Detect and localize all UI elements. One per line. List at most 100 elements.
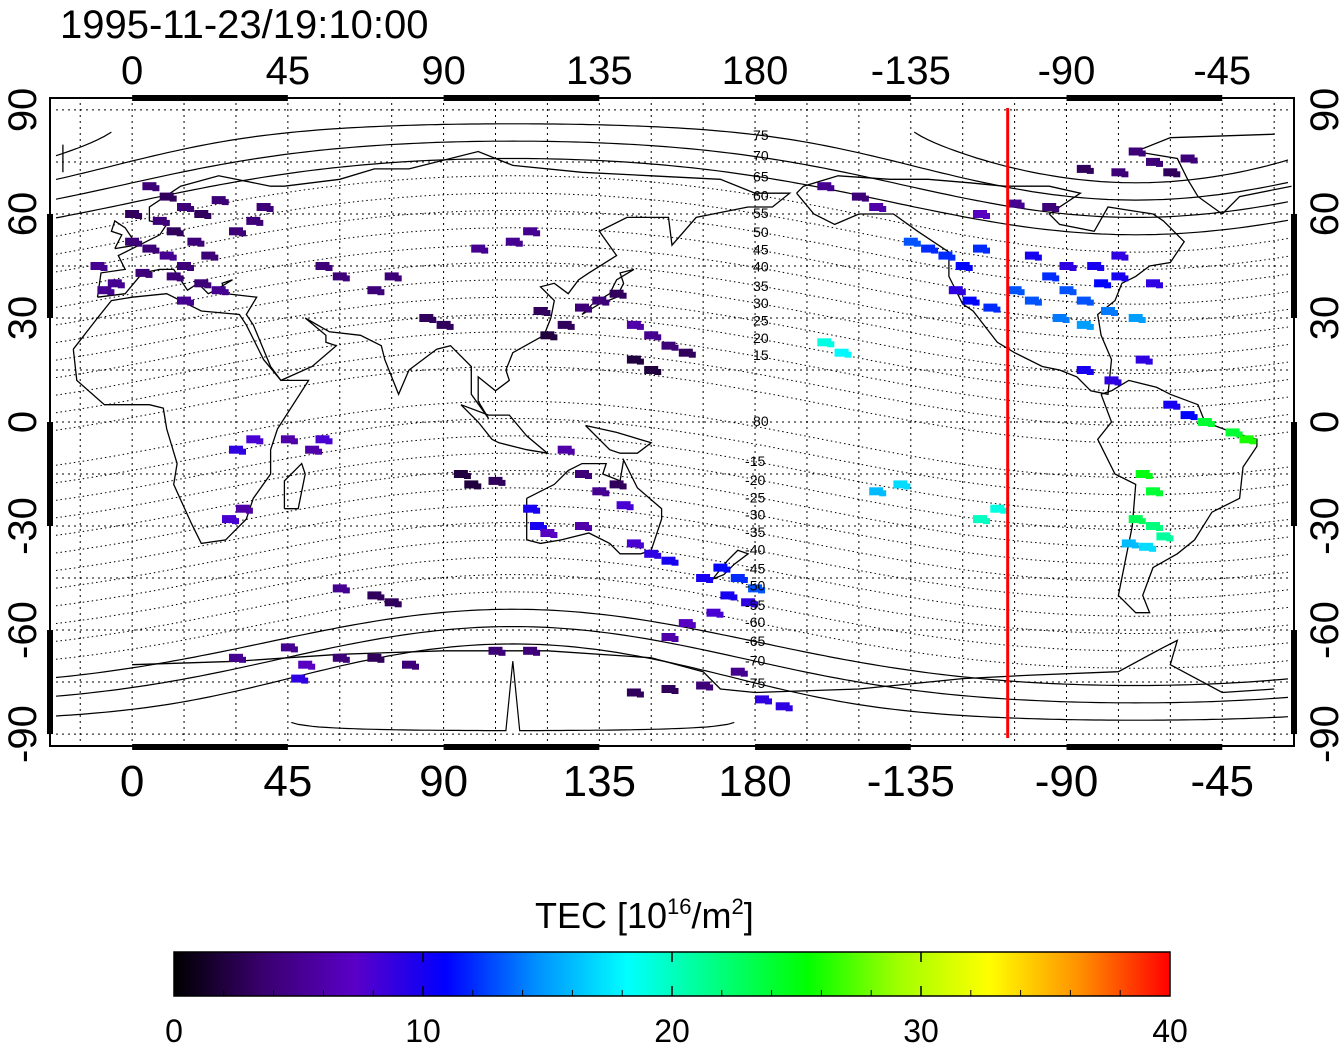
tec-point <box>1024 251 1039 260</box>
tec-point <box>696 574 711 582</box>
tec-point <box>197 240 205 247</box>
tec-point <box>844 351 852 358</box>
tec-point <box>471 244 486 253</box>
tec-point <box>730 667 745 676</box>
maglat-label: -35 <box>745 524 765 540</box>
tec-point <box>453 470 468 478</box>
tec-point <box>429 317 437 323</box>
tec-point <box>931 247 939 254</box>
tec-point <box>1139 542 1154 551</box>
tec-point <box>585 525 592 531</box>
tec-point <box>755 695 769 704</box>
tec-point <box>1146 487 1160 496</box>
tec-point <box>474 483 482 490</box>
tec-point <box>308 663 316 670</box>
maglat-contour <box>55 227 1289 305</box>
tec-point <box>817 338 832 347</box>
tec-point <box>342 587 350 594</box>
tec-point <box>523 227 538 236</box>
tec-point <box>602 299 610 306</box>
tec-point <box>1163 400 1178 409</box>
tec-point <box>232 518 239 525</box>
tec-point <box>301 677 309 684</box>
magnetic-latitude-contours <box>55 123 1289 732</box>
tec-point <box>636 323 644 330</box>
maglat-label: 25 <box>753 312 769 328</box>
tec-point <box>1076 164 1091 173</box>
maglat-contour <box>55 314 1289 392</box>
tec-point <box>1128 314 1143 322</box>
tec-point <box>716 611 724 618</box>
tec-point <box>332 272 347 281</box>
maglat-contour <box>55 626 1289 704</box>
tec-point <box>1114 379 1122 386</box>
tec-point <box>488 646 503 655</box>
tec-point <box>903 237 918 246</box>
maglat-label: 60 <box>753 188 769 204</box>
tec-point <box>107 289 115 296</box>
y-tick-label-right: -60 <box>1303 601 1344 659</box>
maglat-contour <box>55 192 1289 270</box>
tec-point <box>402 660 416 669</box>
tec-point <box>135 240 143 247</box>
tec-point <box>1207 421 1215 427</box>
tec-point <box>229 445 243 454</box>
tec-point <box>1017 202 1025 209</box>
tec-point <box>1086 369 1094 375</box>
y-tick-label-left: 60 <box>1 192 45 237</box>
maglat-contour <box>55 556 1289 634</box>
maglat-contour <box>55 417 1289 496</box>
tec-point <box>644 549 659 558</box>
tec-point <box>291 674 306 683</box>
tec-point <box>1034 299 1042 306</box>
maglat-contour <box>55 140 1289 218</box>
tec-point <box>162 219 170 226</box>
tec-point <box>973 515 987 524</box>
tec-point <box>290 438 298 445</box>
x-tick-label-top: 180 <box>722 49 789 93</box>
tec-point <box>377 656 385 663</box>
tec-point <box>748 584 763 593</box>
tec-point <box>90 262 105 270</box>
tec-point <box>626 504 634 511</box>
tec-point <box>166 272 181 281</box>
tec-point <box>619 483 627 490</box>
tec-point <box>938 251 953 260</box>
tec-point <box>204 282 212 289</box>
x-tick-label-bottom: 45 <box>263 757 312 806</box>
tec-point <box>1097 265 1105 271</box>
tec-point <box>280 643 295 652</box>
x-tick-label-bottom: 135 <box>563 757 636 806</box>
x-tick-label-bottom: 0 <box>120 757 144 806</box>
coastline <box>132 639 1275 694</box>
tec-point <box>1086 323 1094 330</box>
coastline <box>460 404 550 455</box>
maglat-label: -55 <box>745 597 765 613</box>
axis-tick-bar <box>443 744 600 750</box>
tec-point <box>533 649 541 656</box>
tec-point <box>851 192 866 201</box>
tec-point <box>515 240 523 247</box>
tec-point <box>1007 199 1022 208</box>
tec-point <box>765 698 772 705</box>
tec-point <box>419 314 434 322</box>
maglat-contour <box>55 348 1289 427</box>
tec-point <box>1138 150 1146 157</box>
tec-point <box>280 435 295 444</box>
tec-point <box>913 240 921 247</box>
tec-point <box>1131 542 1139 549</box>
tec-point <box>903 483 911 490</box>
maglat-contour <box>55 210 1289 288</box>
tec-point <box>616 501 631 510</box>
tec-point <box>436 320 451 329</box>
tec-point <box>142 182 157 191</box>
tec-point <box>298 660 313 669</box>
tec-point <box>125 210 140 218</box>
tec-point <box>332 653 347 662</box>
tec-point <box>256 438 264 445</box>
tec-point <box>384 598 399 607</box>
maglat-label: -65 <box>745 633 765 649</box>
tec-point <box>125 237 140 246</box>
tec-point <box>1007 286 1022 295</box>
tec-point <box>671 636 679 642</box>
